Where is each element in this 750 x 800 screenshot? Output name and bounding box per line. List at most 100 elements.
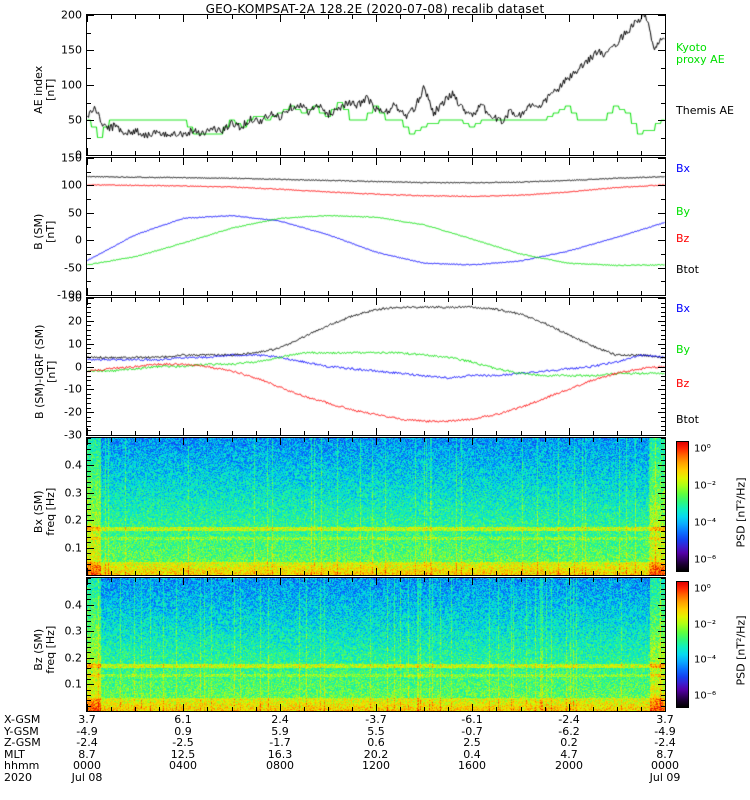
xtick-mark: [545, 438, 546, 442]
xtick-mark: [159, 431, 160, 435]
xtick-mark: [496, 571, 497, 575]
xtick-mark: [280, 298, 281, 305]
tick-mark: [661, 690, 665, 691]
tick-mark: [87, 268, 91, 269]
xtick-mark: [641, 158, 642, 162]
ephemeris-value: 5.5: [367, 724, 385, 738]
tick-mark: [87, 240, 91, 241]
tick-mark: [661, 321, 665, 322]
ytick-bsm-0: 150: [61, 151, 82, 165]
xtick-mark: [207, 151, 208, 155]
ephemeris-value: 20.2: [363, 747, 389, 761]
xtick-mark: [87, 148, 88, 155]
xtick-mark: [448, 438, 449, 442]
tick-mark: [87, 476, 91, 477]
ytick-bsm-5: -100: [57, 288, 82, 302]
tick-mark: [661, 385, 665, 386]
xtick-mark: [135, 15, 136, 19]
xtick-mark: [232, 438, 233, 442]
ytick-bigrf-0: 30: [68, 291, 82, 305]
xtick-mark: [400, 15, 401, 19]
tick-mark: [661, 610, 665, 611]
xtick-mark: [617, 707, 618, 711]
colorbar-bz-label: PSD [nT²/Hz]: [734, 615, 748, 686]
tick-mark: [661, 367, 665, 368]
tick-mark: [87, 658, 91, 659]
xtick-mark: [207, 707, 208, 711]
xtick-mark: [448, 151, 449, 155]
tick-mark: [661, 138, 665, 139]
xtick-mark: [256, 431, 257, 435]
tick-mark: [661, 706, 665, 707]
tick-mark: [87, 564, 91, 565]
tick-mark: [661, 68, 665, 69]
tick-mark: [87, 367, 91, 368]
tick-mark: [87, 679, 91, 680]
tick-mark: [661, 449, 665, 450]
xtick-mark: [641, 438, 642, 442]
xtick-mark: [545, 707, 546, 711]
tick-mark: [661, 493, 665, 494]
tick-mark: [661, 158, 665, 159]
tick-mark: [87, 706, 91, 707]
xtick-mark: [569, 288, 570, 295]
xtick-mark: [280, 158, 281, 165]
xtick-mark: [496, 15, 497, 19]
xtick-mark: [135, 431, 136, 435]
tick-mark: [661, 316, 665, 317]
tick-mark: [87, 307, 91, 308]
tick-mark: [661, 652, 665, 653]
tick-mark: [661, 380, 665, 381]
tick-mark: [661, 103, 665, 104]
xtick-mark: [424, 431, 425, 435]
xtick-mark: [159, 291, 160, 295]
tick-mark: [87, 690, 91, 691]
xtick-mark: [183, 148, 184, 155]
tick-mark: [661, 487, 665, 488]
xtick-mark: [521, 151, 522, 155]
tick-mark: [661, 371, 665, 372]
ephemeris-value: -6.1: [461, 713, 483, 726]
tick-mark: [661, 240, 665, 241]
tick-mark: [661, 668, 665, 669]
xtick-mark: [256, 571, 257, 575]
xtick-mark: [87, 158, 88, 165]
tick-mark: [661, 637, 665, 638]
xtick-mark: [448, 158, 449, 162]
tick-mark: [661, 85, 665, 86]
colorbar-bz-tick-2: 10⁻⁴: [694, 654, 717, 666]
xtick-mark: [159, 571, 160, 575]
tick-mark: [87, 493, 91, 494]
ephemeris-row-label: 2020: [4, 771, 32, 784]
tick-mark: [661, 335, 665, 336]
xtick-mark: [135, 571, 136, 575]
xtick-mark: [448, 291, 449, 295]
xtick-mark: [111, 291, 112, 295]
xtick-mark: [352, 707, 353, 711]
ytick-bxspec-1: 0.3: [64, 486, 83, 500]
tick-mark: [87, 515, 91, 516]
ephemeris-value: 2000: [555, 759, 583, 773]
ephemeris-value: 2.5: [463, 736, 481, 750]
tick-mark: [87, 430, 91, 431]
xtick-mark: [111, 15, 112, 19]
xtick-mark: [424, 158, 425, 162]
xtick-mark: [521, 707, 522, 711]
ytick-ae-4: 0: [75, 148, 82, 162]
tick-mark: [87, 254, 91, 255]
ytick-bigrf-2: 10: [68, 337, 82, 351]
xtick-mark: [665, 568, 666, 575]
xtick-mark: [207, 431, 208, 435]
ephemeris-value: 1600: [458, 759, 486, 773]
xtick-mark: [328, 438, 329, 442]
xtick-mark: [232, 151, 233, 155]
xtick-mark: [111, 151, 112, 155]
tick-mark: [87, 637, 91, 638]
tick-mark: [87, 394, 91, 395]
xtick-mark: [569, 158, 570, 165]
tick-mark: [661, 695, 665, 696]
xtick-mark: [352, 158, 353, 162]
ytick-ae-3: 50: [68, 113, 82, 127]
ephemeris-value: -2.5: [172, 736, 194, 750]
xtick-mark: [352, 291, 353, 295]
